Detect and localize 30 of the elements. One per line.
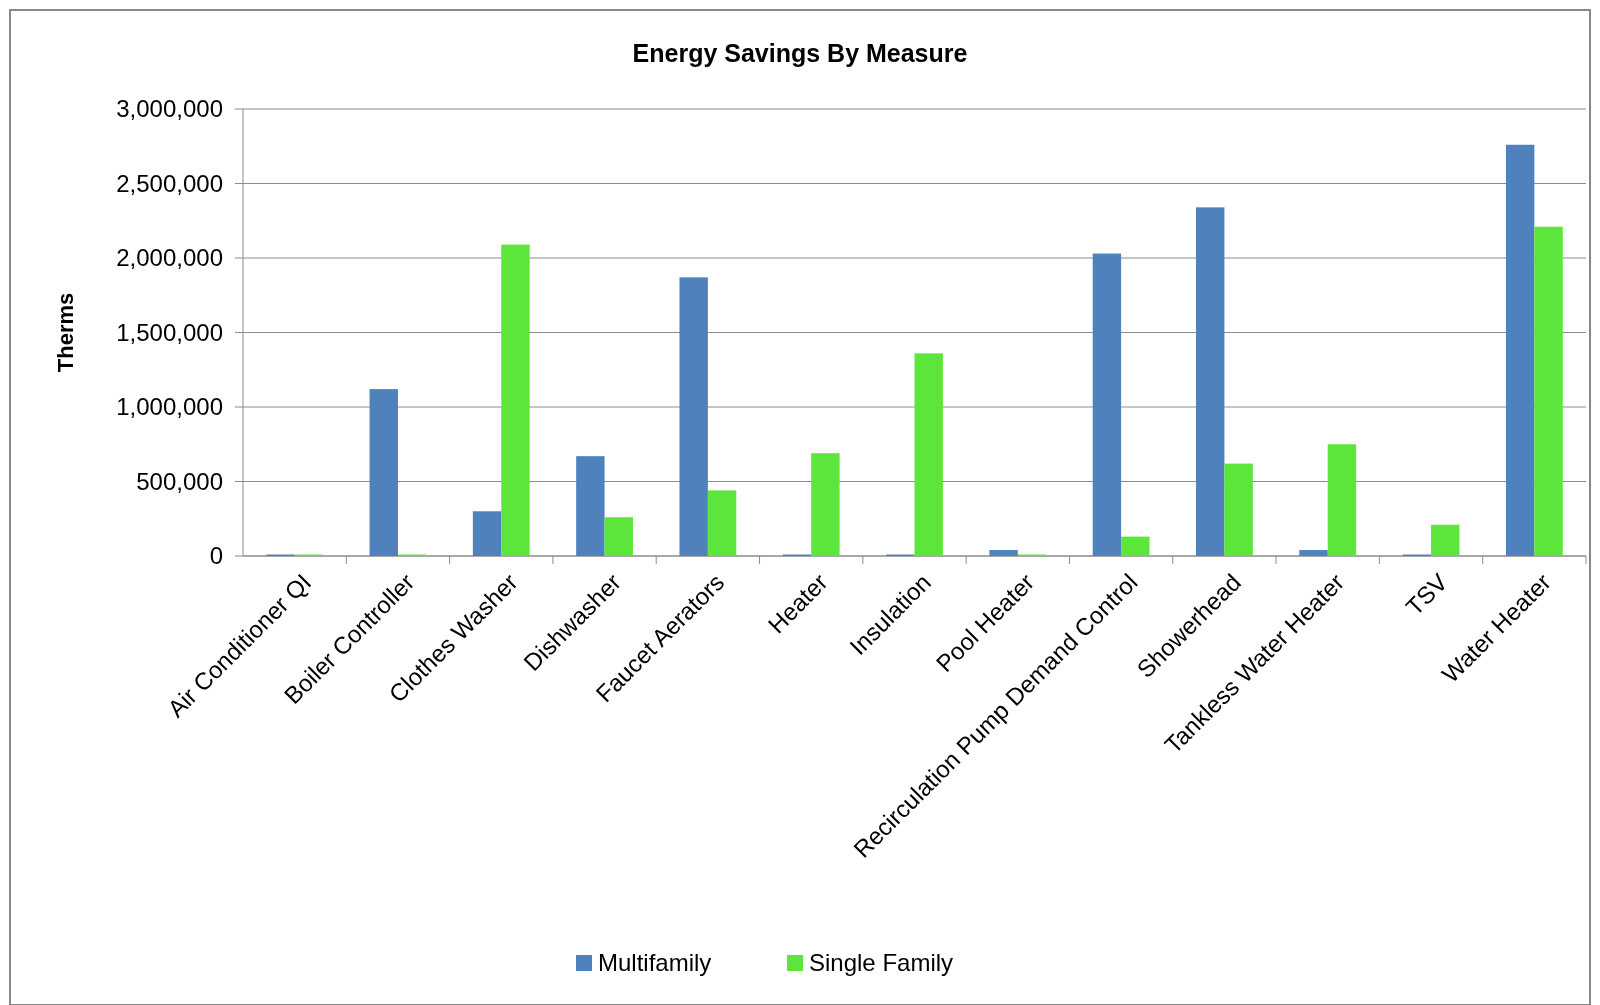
- y-tick-label: 500,000: [136, 467, 223, 495]
- bar: [1196, 207, 1225, 556]
- bar: [576, 456, 605, 556]
- y-tick-label: 3,000,000: [116, 95, 223, 123]
- bar: [1092, 253, 1122, 556]
- bar: [1431, 524, 1460, 556]
- bar: [501, 244, 530, 556]
- bar: [1534, 226, 1563, 556]
- legend-label: Multifamily: [598, 949, 712, 977]
- legend-label: Single Family: [809, 949, 954, 977]
- bar: [1224, 463, 1253, 556]
- bar: [1327, 444, 1357, 556]
- bar: [472, 511, 502, 556]
- bar: [369, 389, 398, 556]
- bar: [707, 490, 737, 556]
- bar: [811, 453, 840, 556]
- bar: [989, 550, 1018, 556]
- bar: [914, 353, 943, 556]
- y-tick-label: 2,500,000: [116, 169, 223, 197]
- y-axis-title: Therms: [53, 292, 78, 373]
- y-tick-label: 0: [209, 542, 223, 570]
- bar: [1299, 550, 1328, 556]
- bar: [1505, 144, 1535, 556]
- chart-title: Energy Savings By Measure: [632, 39, 968, 67]
- bar: [679, 277, 708, 556]
- y-tick-label: 2,000,000: [116, 244, 223, 272]
- bar: [604, 517, 633, 556]
- y-tick-label: 1,500,000: [116, 318, 223, 346]
- y-tick-label: 1,000,000: [116, 393, 223, 421]
- bar: [1121, 536, 1150, 556]
